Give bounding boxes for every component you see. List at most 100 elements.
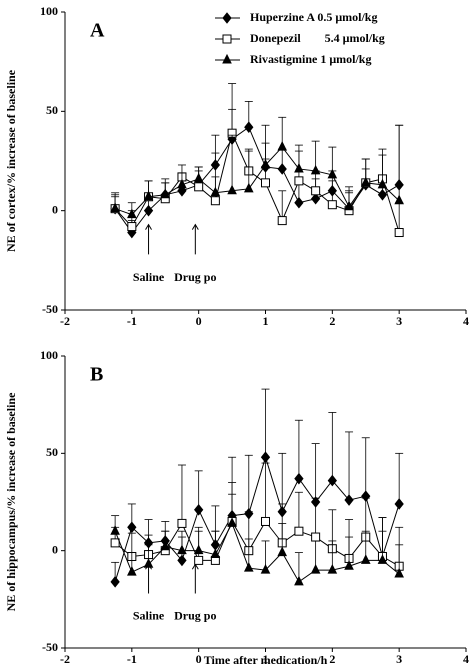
marker	[194, 555, 204, 565]
y-tick-label: -50	[42, 640, 58, 654]
y-tick-label: 100	[40, 4, 58, 18]
panel-label: B	[90, 364, 103, 386]
y-tick-label: 0	[52, 202, 58, 216]
marker	[177, 544, 187, 555]
arrow-head	[145, 223, 152, 230]
marker	[244, 121, 254, 134]
y-axis-label: NE of cortex/% increase of baseline	[4, 69, 18, 252]
x-tick-label: 1	[263, 652, 269, 666]
marker	[294, 526, 304, 536]
marker	[311, 532, 321, 542]
marker	[110, 525, 120, 535]
marker	[160, 188, 171, 199]
x-tick-label: -2	[60, 314, 70, 328]
marker	[177, 518, 187, 528]
marker	[277, 216, 287, 226]
legend-label: Huperzine A 0.5 μmol/kg	[250, 10, 377, 24]
x-tick-label: 1	[263, 314, 269, 328]
marker	[327, 200, 337, 210]
marker	[277, 163, 287, 175]
marker	[110, 576, 120, 588]
marker	[243, 562, 254, 572]
marker	[210, 196, 220, 206]
marker	[261, 178, 270, 188]
y-tick-label: 0	[52, 542, 58, 556]
marker	[344, 494, 354, 506]
marker	[294, 196, 304, 209]
annotation: Saline	[133, 270, 165, 284]
y-tick-label: 50	[46, 103, 58, 117]
marker	[394, 567, 404, 578]
marker	[344, 200, 354, 211]
marker	[222, 53, 232, 64]
marker	[360, 176, 371, 187]
marker	[260, 451, 271, 464]
marker	[327, 168, 338, 179]
marker	[177, 554, 187, 567]
annotation: Drug po	[174, 270, 216, 284]
annotation: Drug po	[174, 609, 216, 623]
marker	[394, 194, 404, 205]
marker	[143, 190, 154, 201]
marker	[110, 202, 120, 213]
marker	[294, 176, 304, 186]
panel-label: A	[90, 20, 105, 42]
marker	[227, 184, 237, 195]
x-tick-label: 0	[196, 314, 202, 328]
marker	[127, 222, 137, 232]
marker	[394, 228, 404, 238]
marker	[377, 188, 388, 201]
marker	[261, 516, 270, 526]
arrow-head	[191, 223, 199, 230]
x-tick-label: -1	[127, 652, 137, 666]
x-tick-label: -2	[60, 652, 70, 666]
marker	[194, 503, 204, 516]
series-line	[114, 126, 400, 234]
marker	[243, 182, 254, 193]
marker	[143, 558, 154, 568]
marker	[210, 548, 221, 559]
marker	[260, 564, 271, 574]
series-line	[114, 520, 400, 567]
marker	[210, 186, 221, 197]
marker	[327, 474, 337, 487]
marker	[193, 172, 204, 183]
marker	[227, 517, 237, 527]
x-tick-label: 4	[463, 314, 469, 328]
x-tick-label: 0	[196, 652, 202, 666]
marker	[377, 554, 388, 564]
y-axis-label: NE of hippocampus/% increase of baseline	[4, 392, 18, 611]
marker	[294, 575, 304, 586]
marker	[222, 34, 232, 44]
marker	[222, 12, 232, 24]
marker	[377, 178, 388, 189]
marker	[160, 540, 171, 551]
marker	[294, 472, 304, 485]
series-line	[114, 146, 400, 216]
marker	[327, 564, 338, 574]
x-tick-label: 2	[329, 652, 335, 666]
x-tick-label: 3	[396, 314, 402, 328]
marker	[277, 140, 288, 151]
marker	[344, 560, 354, 570]
marker	[260, 158, 271, 169]
x-tick-label: 4	[463, 652, 469, 666]
y-tick-label: -50	[42, 302, 58, 316]
marker	[311, 186, 321, 196]
marker	[310, 164, 321, 175]
marker	[110, 538, 120, 548]
x-tick-label: -1	[127, 314, 137, 328]
annotation: Saline	[133, 609, 165, 623]
marker	[193, 544, 204, 555]
marker	[310, 192, 321, 205]
y-tick-label: 100	[40, 348, 58, 362]
marker	[127, 208, 137, 219]
marker	[277, 546, 288, 557]
legend-label: Rivastigmine 1 μmol/kg	[250, 52, 371, 66]
marker	[310, 564, 321, 574]
marker	[177, 178, 187, 189]
legend-label: Donepezil 5.4 μmol/kg	[250, 31, 385, 45]
marker	[127, 521, 137, 534]
x-tick-label: 3	[396, 652, 402, 666]
